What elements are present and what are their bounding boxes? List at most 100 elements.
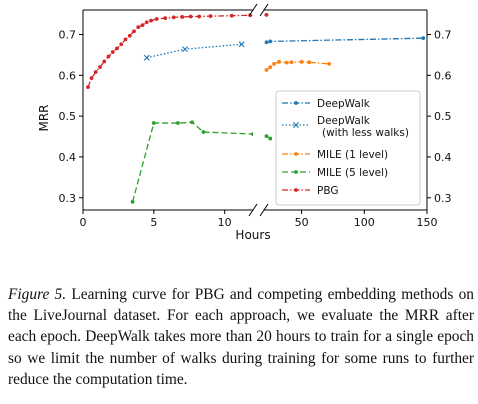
series-line-deepwalk: [266, 37, 424, 43]
y-tick-label-right: 0.6: [434, 69, 452, 82]
data-point-mile-1-level: [299, 59, 304, 64]
axis-break-mark: [248, 203, 258, 217]
data-point-pbg: [248, 13, 253, 18]
legend-label-deepwalk: DeepWalk: [317, 98, 371, 110]
data-point-mile-1-level: [327, 61, 332, 66]
data-point-deepwalk: [268, 39, 273, 44]
caption-label: Figure 5.: [8, 286, 67, 303]
series-line-pbg: [87, 14, 253, 88]
data-point-pbg: [180, 15, 185, 19]
data-point-pbg: [237, 85, 241, 89]
data-point-mile-5-level: [201, 130, 206, 134]
legend-marker-mile-5-level: [294, 170, 298, 174]
data-point-pbg: [243, 20, 247, 24]
data-point-pbg: [243, 19, 247, 23]
data-point-pbg: [154, 17, 159, 21]
data-point-mile-5-level: [264, 134, 269, 139]
data-point-mile-5-level: [151, 121, 156, 125]
data-point-pbg: [110, 50, 115, 54]
data-point-mile-1-level: [289, 60, 294, 65]
legend-marker-deepwalk: [294, 101, 298, 105]
x-tick-label: 10: [218, 216, 232, 229]
data-point-pbg: [106, 54, 111, 59]
data-point-mile-5-level: [247, 120, 251, 124]
data-point-pbg: [244, 17, 248, 21]
legend-marker-deepwalk: [293, 122, 299, 128]
data-point-pbg: [242, 29, 246, 33]
left-segment-lines: [86, 13, 439, 204]
figure-caption: Figure 5. Learning curve for PBG and com…: [8, 284, 474, 390]
y-tick-label-right: 0.5: [434, 110, 452, 123]
y-tick-label-left: 0.5: [59, 110, 77, 123]
data-point-deepwalk: [143, 54, 150, 61]
axis-break-mark: [259, 3, 269, 17]
legend-marker-mile-1-level: [294, 152, 298, 156]
data-point-pbg: [171, 15, 176, 20]
data-point-pbg: [197, 14, 202, 19]
data-point-mile-1-level: [272, 61, 276, 66]
data-point-pbg: [119, 42, 124, 47]
plot-frame: [82, 9, 428, 211]
data-point-mile-5-level: [190, 120, 194, 125]
data-point-pbg: [115, 46, 119, 51]
data-point-pbg: [239, 60, 243, 64]
y-tick-label-right: 0.3: [434, 192, 452, 205]
data-point-mile-5-level: [245, 121, 249, 125]
axis-ticks: 0.3 0.3 0.4 0.4 0.5 0.5 0.6 0.6 0.7 0.7 0 5 10 50 100 1…: [59, 28, 452, 229]
legend-label-pbg: PBG: [317, 185, 339, 197]
y-tick-label-left: 0.3: [59, 192, 77, 205]
data-point-pbg: [98, 65, 102, 70]
data-point-pbg: [132, 29, 136, 34]
data-point-mile-5-level: [435, 137, 439, 141]
data-point-pbg: [252, 13, 256, 17]
x-tick-label: 5: [150, 216, 157, 229]
data-point-deepwalk: [264, 40, 269, 45]
data-point-mile-1-level: [268, 65, 273, 70]
data-point-pbg: [264, 12, 269, 17]
legend-label-deepwalk: DeepWalk (with less walks): [317, 115, 409, 139]
data-point-pbg: [208, 14, 213, 19]
y-tick-label-left: 0.4: [59, 151, 77, 164]
axis-break-mark: [259, 203, 269, 217]
data-point-deepwalk: [238, 41, 245, 48]
data-point-pbg: [86, 85, 90, 90]
y-tick-label-left: 0.6: [59, 69, 77, 82]
data-point-deepwalk: [242, 55, 247, 60]
data-point-pbg: [229, 13, 234, 18]
data-point-deepwalk: [250, 42, 255, 47]
data-point-pbg: [241, 34, 245, 38]
data-point-pbg: [240, 46, 244, 50]
data-point-mile-5-level: [130, 199, 135, 204]
data-point-pbg: [149, 18, 153, 23]
data-point-mile-5-level: [268, 136, 273, 141]
series-line-mile-1-level: [266, 61, 330, 71]
legend-label-mile-1-level: MILE (1 level): [317, 149, 388, 161]
learning-curve-chart: 0.3 0.3 0.4 0.4 0.5 0.5 0.6 0.6 0.7 0.7 0 5 10 50 100 1…: [37, 3, 452, 242]
data-point-mile-1-level: [393, 68, 397, 72]
data-point-mile-5-level: [241, 200, 245, 204]
data-point-pbg: [188, 14, 193, 19]
data-point-pbg: [163, 16, 168, 21]
data-point-pbg: [127, 33, 132, 38]
data-point-pbg: [238, 76, 242, 80]
data-point-pbg: [144, 20, 149, 25]
data-point-mile-5-level: [176, 121, 180, 125]
data-point-deepwalk: [245, 47, 250, 52]
data-point-mile-1-level: [277, 59, 281, 64]
data-point-mile-1-level: [284, 60, 289, 65]
data-point-mile-5-level: [251, 132, 253, 136]
legend-box: [275, 90, 421, 206]
data-point-pbg: [89, 76, 94, 81]
x-tick-label: 150: [417, 216, 438, 229]
axis-break-mark: [248, 3, 258, 17]
axis-break-marks: [248, 3, 269, 217]
data-point-pbg: [242, 25, 246, 29]
data-point-pbg: [102, 59, 107, 64]
data-point-deepwalk: [421, 36, 426, 41]
legend-label-mile-5-level: MILE (5 level): [317, 167, 388, 179]
y-axis-label: MRR: [37, 104, 51, 131]
data-point-pbg: [93, 70, 98, 74]
y-tick-label-right: 0.4: [434, 151, 452, 164]
data-point-pbg: [393, 13, 397, 17]
data-point-pbg: [136, 25, 141, 30]
